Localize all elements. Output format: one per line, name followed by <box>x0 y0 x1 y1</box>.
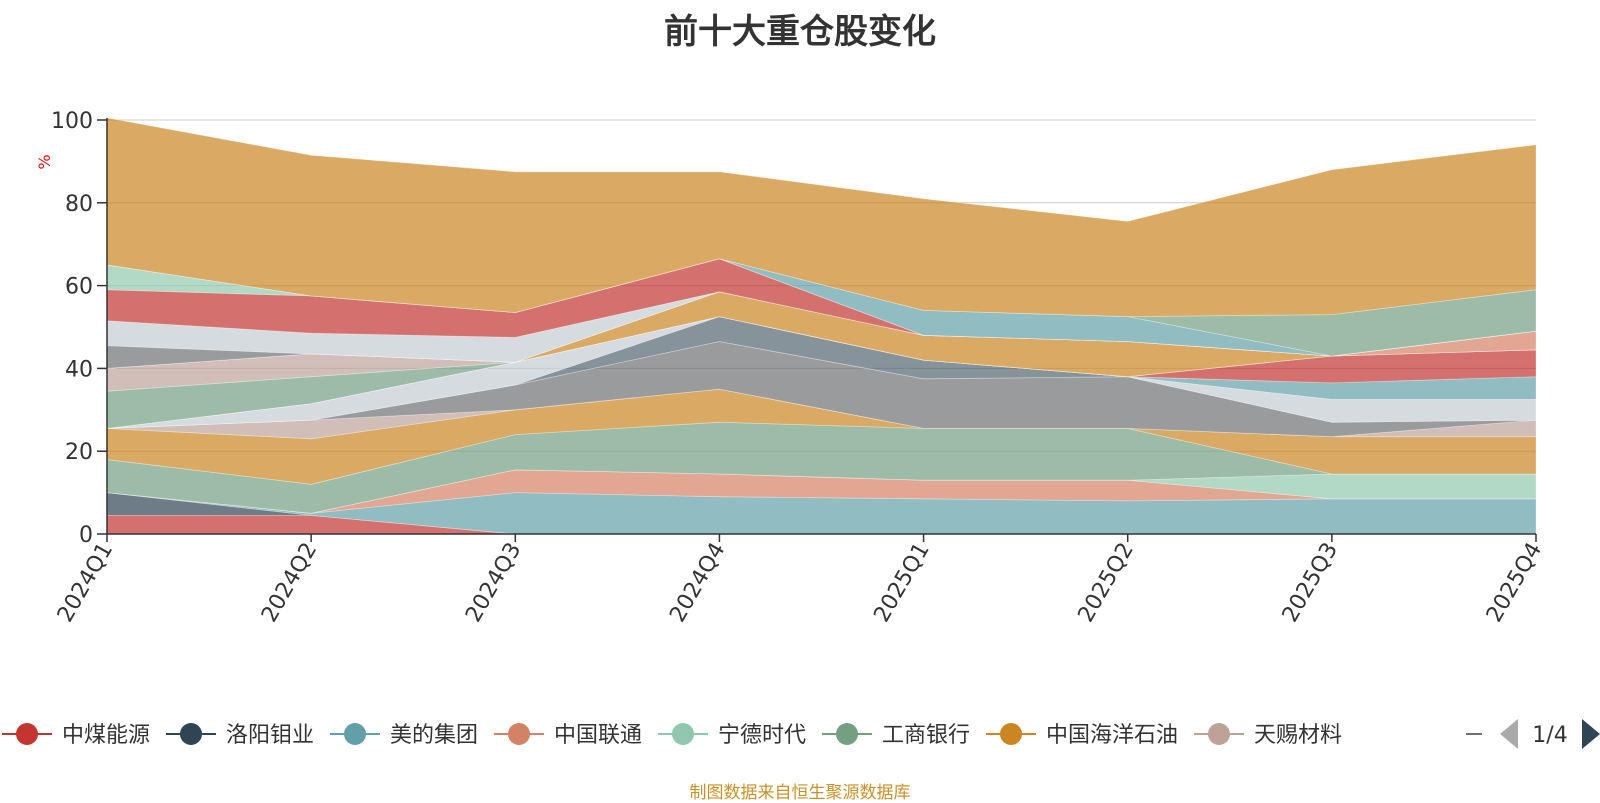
legend-pager: 1/4 <box>1500 719 1600 749</box>
legend-marker-icon <box>1208 723 1230 745</box>
legend-label: 中国海洋石油 <box>1046 723 1178 748</box>
legend-label: 中国联通 <box>554 723 642 748</box>
legend-item[interactable]: 宁德时代 <box>658 723 806 748</box>
x-tick-label: 2025Q1 <box>869 539 934 627</box>
legend-item[interactable]: 中国海洋石油 <box>986 723 1178 748</box>
y-tick-label: 60 <box>65 275 93 300</box>
pager-label: 1/4 <box>1532 723 1567 748</box>
legend-label: 美的集团 <box>390 723 478 748</box>
y-tick-label: 80 <box>65 192 93 217</box>
legend-marker-icon <box>508 723 530 745</box>
x-tick-label: 2024Q4 <box>665 539 730 627</box>
y-tick-label: 40 <box>65 357 93 382</box>
legend-marker-icon <box>836 723 858 745</box>
legend-label: 工商银行 <box>882 723 970 748</box>
legend-item[interactable]: 中煤能源 <box>2 723 150 748</box>
legend-item[interactable]: 工商银行 <box>822 723 970 748</box>
chart-title: 前十大重仓股变化 <box>664 12 936 52</box>
pager-next-icon[interactable] <box>1582 719 1600 749</box>
x-tick-label: 2024Q3 <box>461 539 526 627</box>
legend-item[interactable]: 美的集团 <box>330 723 478 748</box>
legend-label: 宁德时代 <box>718 723 806 748</box>
x-tick-label: 2025Q4 <box>1482 539 1547 627</box>
x-tick-label: 2024Q2 <box>257 539 322 627</box>
legend-item[interactable]: 中国联通 <box>494 723 642 748</box>
y-axis-label: % <box>35 154 54 169</box>
area-series-5[interactable] <box>106 469 1537 514</box>
legend-marker-icon <box>672 723 694 745</box>
x-tick-label: 2025Q3 <box>1278 539 1343 627</box>
area-series-24[interactable] <box>106 117 1537 318</box>
legend-marker-icon <box>1000 723 1022 745</box>
source-note: 制图数据来自恒生聚源数据库 <box>689 783 911 803</box>
pager-prev-icon[interactable] <box>1500 719 1518 749</box>
area-series-8[interactable] <box>106 388 1537 440</box>
legend-label: 洛阳钼业 <box>226 723 314 748</box>
y-tick-label: 0 <box>79 523 93 548</box>
area-layer <box>106 117 1537 535</box>
legend: 中煤能源 洛阳钼业 美的集团 中国联通 宁德时代 工商银行 中国海洋石油 天赐材料 <box>2 723 1482 748</box>
legend-item[interactable]: 天赐材料 <box>1194 723 1342 748</box>
legend-marker-icon <box>180 723 202 745</box>
legend-label: 中煤能源 <box>62 723 150 748</box>
legend-label: 天赐材料 <box>1254 723 1342 748</box>
x-tick-label: 2024Q1 <box>53 539 118 627</box>
legend-marker-icon <box>344 723 366 745</box>
legend-item[interactable]: 洛阳钼业 <box>166 723 314 748</box>
y-tick-label: 100 <box>51 109 93 134</box>
y-tick-label: 20 <box>65 440 93 465</box>
legend-marker-icon <box>16 723 38 745</box>
x-tick-label: 2025Q2 <box>1074 539 1139 627</box>
area-series-4[interactable] <box>106 469 1536 514</box>
